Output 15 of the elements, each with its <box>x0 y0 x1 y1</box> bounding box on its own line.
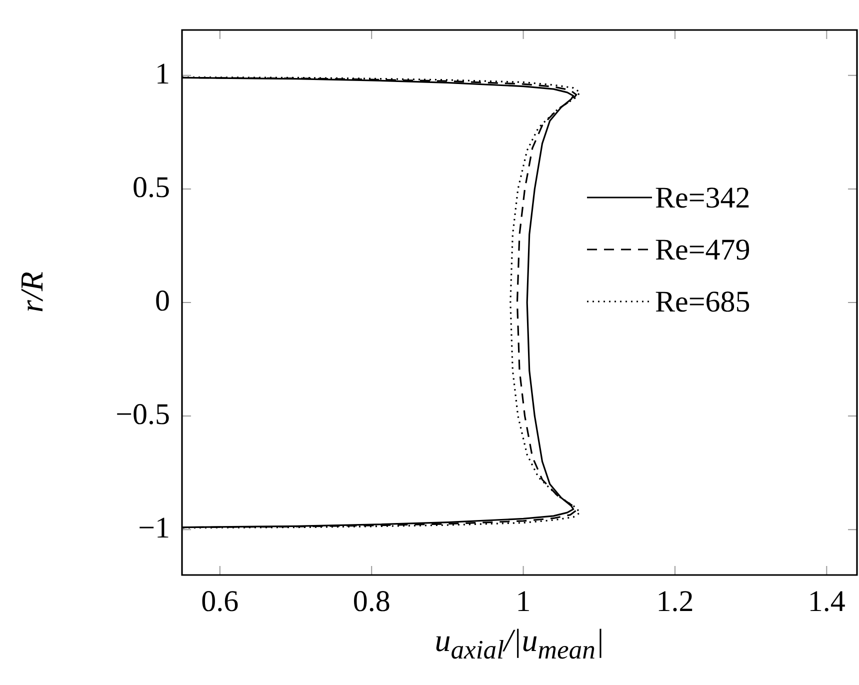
y-tick-label: 1 <box>155 57 170 90</box>
x-tick-label: 1.4 <box>808 584 846 618</box>
x-axis-title: u$_{axial}$/|u$_{mean}$| <box>434 622 606 666</box>
x-tick-label: 1 <box>516 584 531 618</box>
y-tick-label: 0 <box>155 284 170 318</box>
y-axis-title: r/R <box>14 272 50 312</box>
x-tick-label: 1.2 <box>656 584 694 618</box>
y-tick-label: −0.5 <box>116 398 170 431</box>
y-tick-label: 0.5 <box>132 170 170 204</box>
legend-label: Re=685 <box>655 285 750 318</box>
y-tick-label: −1 <box>138 511 170 544</box>
legend-label: Re=342 <box>655 181 750 214</box>
x-tick-label: 0.6 <box>201 584 239 618</box>
x-tick-label: 0.8 <box>352 584 390 618</box>
legend-label: Re=479 <box>655 233 750 266</box>
